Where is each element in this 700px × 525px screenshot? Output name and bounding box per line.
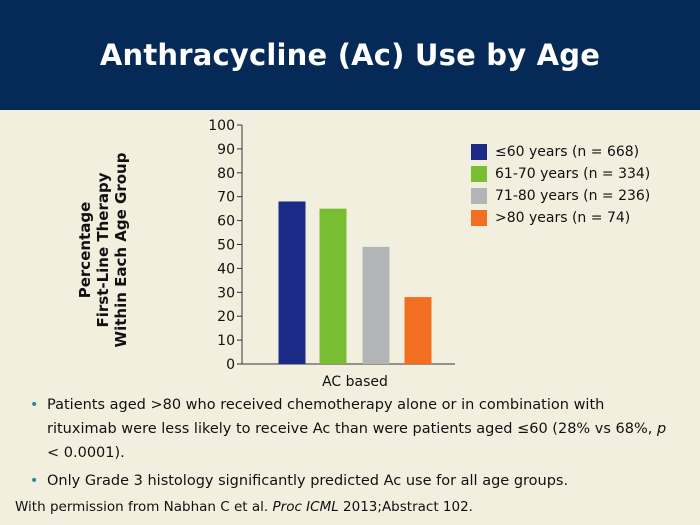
y-tick-label: 100 [208,118,235,134]
bullet-dot-icon: • [30,473,39,489]
bullet-item: • Only Grade 3 histology significantly pr… [30,469,670,493]
legend-item: ≤60 years (n = 668) [471,143,650,161]
bullet-text: < 0.0001). [47,445,125,461]
chart-legend: ≤60 years (n = 668) 61-70 years (n = 334)… [471,143,650,231]
y-tick-label: 70 [217,190,235,206]
legend-swatch [471,210,487,226]
title-bar: Anthracycline (Ac) Use by Age [0,0,700,110]
bar [362,246,390,364]
legend-item: 61-70 years (n = 334) [471,165,650,183]
legend-label: 71-80 years (n = 236) [495,188,651,204]
y-tick-label: 40 [217,261,235,277]
legend-item: >80 years (n = 74) [471,209,650,227]
y-tick-label: 0 [226,357,235,373]
y-axis-label-line: First-Line Therapy [94,172,112,328]
y-tick-label: 10 [217,333,235,349]
y-tick-label: 20 [217,309,235,325]
bar [278,201,306,364]
bullet-list: • Patients aged >80 who received chemothe… [30,393,670,493]
legend-label: ≤60 years (n = 668) [495,144,640,160]
y-tick-label: 80 [217,166,235,182]
citation-journal: Proc ICML [272,499,339,515]
legend-label: 61-70 years (n = 334) [495,166,651,182]
legend-swatch [471,166,487,182]
bar-chart: 0 10 20 30 40 50 60 70 80 90 100 AC based [208,118,455,390]
legend-label: >80 years (n = 74) [495,210,631,226]
citation-prefix: With permission from Nabhan C et al. [15,499,273,515]
bullet-text: p [657,421,667,437]
bullet-item: • Patients aged >80 who received chemothe… [30,393,670,465]
legend-swatch [471,188,487,204]
legend-swatch [471,144,487,160]
y-axis-label-line: Within Each Age Group [112,152,130,348]
slide-title: Anthracycline (Ac) Use by Age [99,38,601,72]
y-tick-label: 50 [217,238,235,254]
legend-item: 71-80 years (n = 236) [471,187,650,205]
bar [319,208,347,364]
bullet-text: Only Grade 3 histology significantly pre… [47,473,569,489]
citation: With permission from Nabhan C et al. Pro… [15,499,473,515]
y-tick-label: 60 [217,214,235,230]
citation-suffix: 2013;Abstract 102. [338,499,473,515]
bullet-text: Patients aged >80 who received chemother… [47,397,657,437]
y-tick-label: 90 [217,142,235,158]
y-axis-label-line: Percentage [76,201,94,299]
bullet-dot-icon: • [30,397,39,413]
bar [404,297,432,364]
x-category-label: AC based [322,374,388,390]
y-tick-label: 30 [217,285,235,301]
